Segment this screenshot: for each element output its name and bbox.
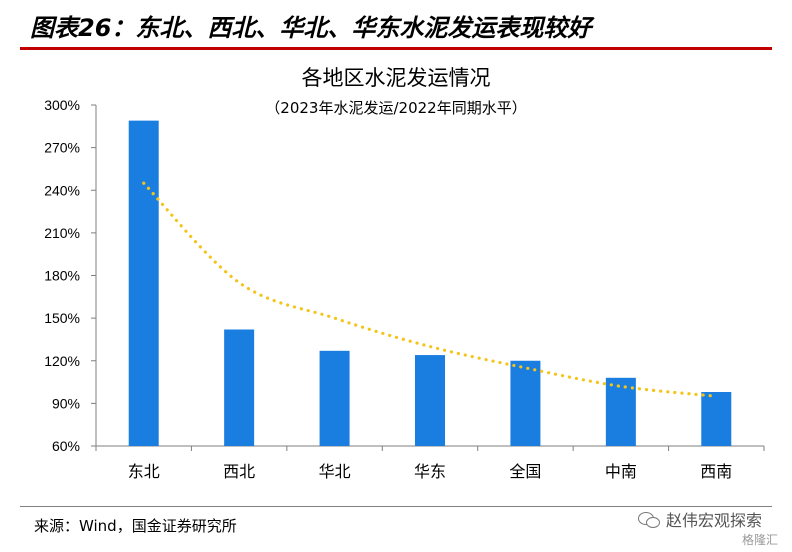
x-tick-label: 华东 (414, 462, 446, 481)
y-tick-label: 60% (52, 438, 80, 454)
bar-西南 (701, 392, 732, 446)
bar-华北 (319, 350, 350, 446)
bar-华东 (415, 355, 445, 446)
source-note: 来源：Wind，国金证券研究所 (34, 517, 237, 535)
bar-西北 (224, 329, 255, 446)
footer-rule (20, 506, 772, 507)
bar-全国 (510, 360, 541, 446)
y-tick-label: 180% (44, 268, 80, 284)
x-tick-label: 西南 (700, 462, 732, 481)
y-tick-label: 210% (44, 225, 80, 241)
y-tick-label: 150% (44, 310, 80, 326)
x-tick-label: 华北 (319, 462, 351, 481)
x-tick-label: 东北 (128, 462, 160, 481)
y-tick-label: 300% (44, 97, 80, 113)
wechat-icon (637, 510, 660, 528)
header: 图表26：东北、西北、华北、华东水泥发运表现较好 (0, 0, 792, 46)
chart-subtitle: （2023年水泥发运/2022年同期水平） (265, 99, 527, 117)
header-rule (20, 47, 772, 50)
y-tick-label: 120% (44, 353, 80, 369)
trend-line (142, 181, 718, 398)
gelonghui-watermark: 格隆汇 (741, 533, 778, 547)
bar-中南 (605, 377, 636, 446)
bar-chart: 60% 90% 120% 150% 180% 210% 240% 270% 300% 东北 西北 华北… (44, 97, 765, 481)
chart-title: 各地区水泥发运情况 (301, 66, 491, 90)
y-tick-label: 90% (52, 395, 80, 411)
figure-title: 图表26：东北、西北、华北、华东水泥发运表现较好 (30, 14, 592, 42)
y-tick-label: 270% (44, 140, 80, 156)
x-tick-label: 全国 (509, 462, 541, 481)
bar-东北 (128, 120, 159, 447)
y-tick-label: 240% (44, 182, 80, 198)
watermark: 赵伟宏观探索 (637, 507, 762, 531)
x-tick-label: 西北 (223, 462, 255, 481)
x-tick-label: 中南 (605, 462, 637, 481)
watermark-text: 赵伟宏观探索 (665, 511, 762, 530)
